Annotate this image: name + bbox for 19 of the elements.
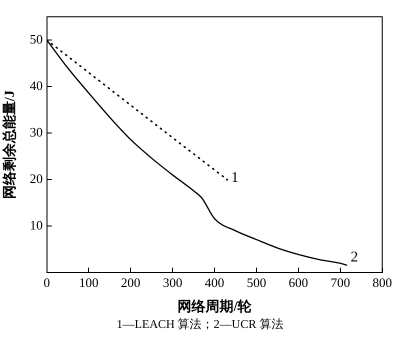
text: 1—LEACH 算法；2—UCR 算法 [116, 316, 284, 333]
x-tick-label: 500 [246, 274, 266, 290]
y-axis-title: 网络剩余总能量/J [2, 90, 18, 200]
x-tick-label: 200 [120, 274, 140, 290]
x-tick-label: 700 [330, 274, 350, 290]
x-tick-label: 0 [44, 274, 50, 290]
x-tick-label: 100 [78, 274, 98, 290]
y-tick-label: 30 [30, 124, 43, 140]
y-tick-label: 40 [30, 78, 43, 93]
x-tick-label: 300 [162, 274, 182, 290]
x-axis-title: 网络周期/轮 [178, 299, 252, 316]
y-tick-label: 20 [30, 171, 43, 186]
series-label: 1 [231, 170, 239, 186]
x-tick-label: 400 [204, 274, 224, 290]
y-tick-label: 10 [30, 218, 43, 233]
x-tick-label: 800 [372, 274, 392, 290]
x-tick-label: 600 [288, 274, 308, 290]
y-tick-label: 50 [30, 31, 43, 46]
series-label: 2 [350, 250, 358, 266]
